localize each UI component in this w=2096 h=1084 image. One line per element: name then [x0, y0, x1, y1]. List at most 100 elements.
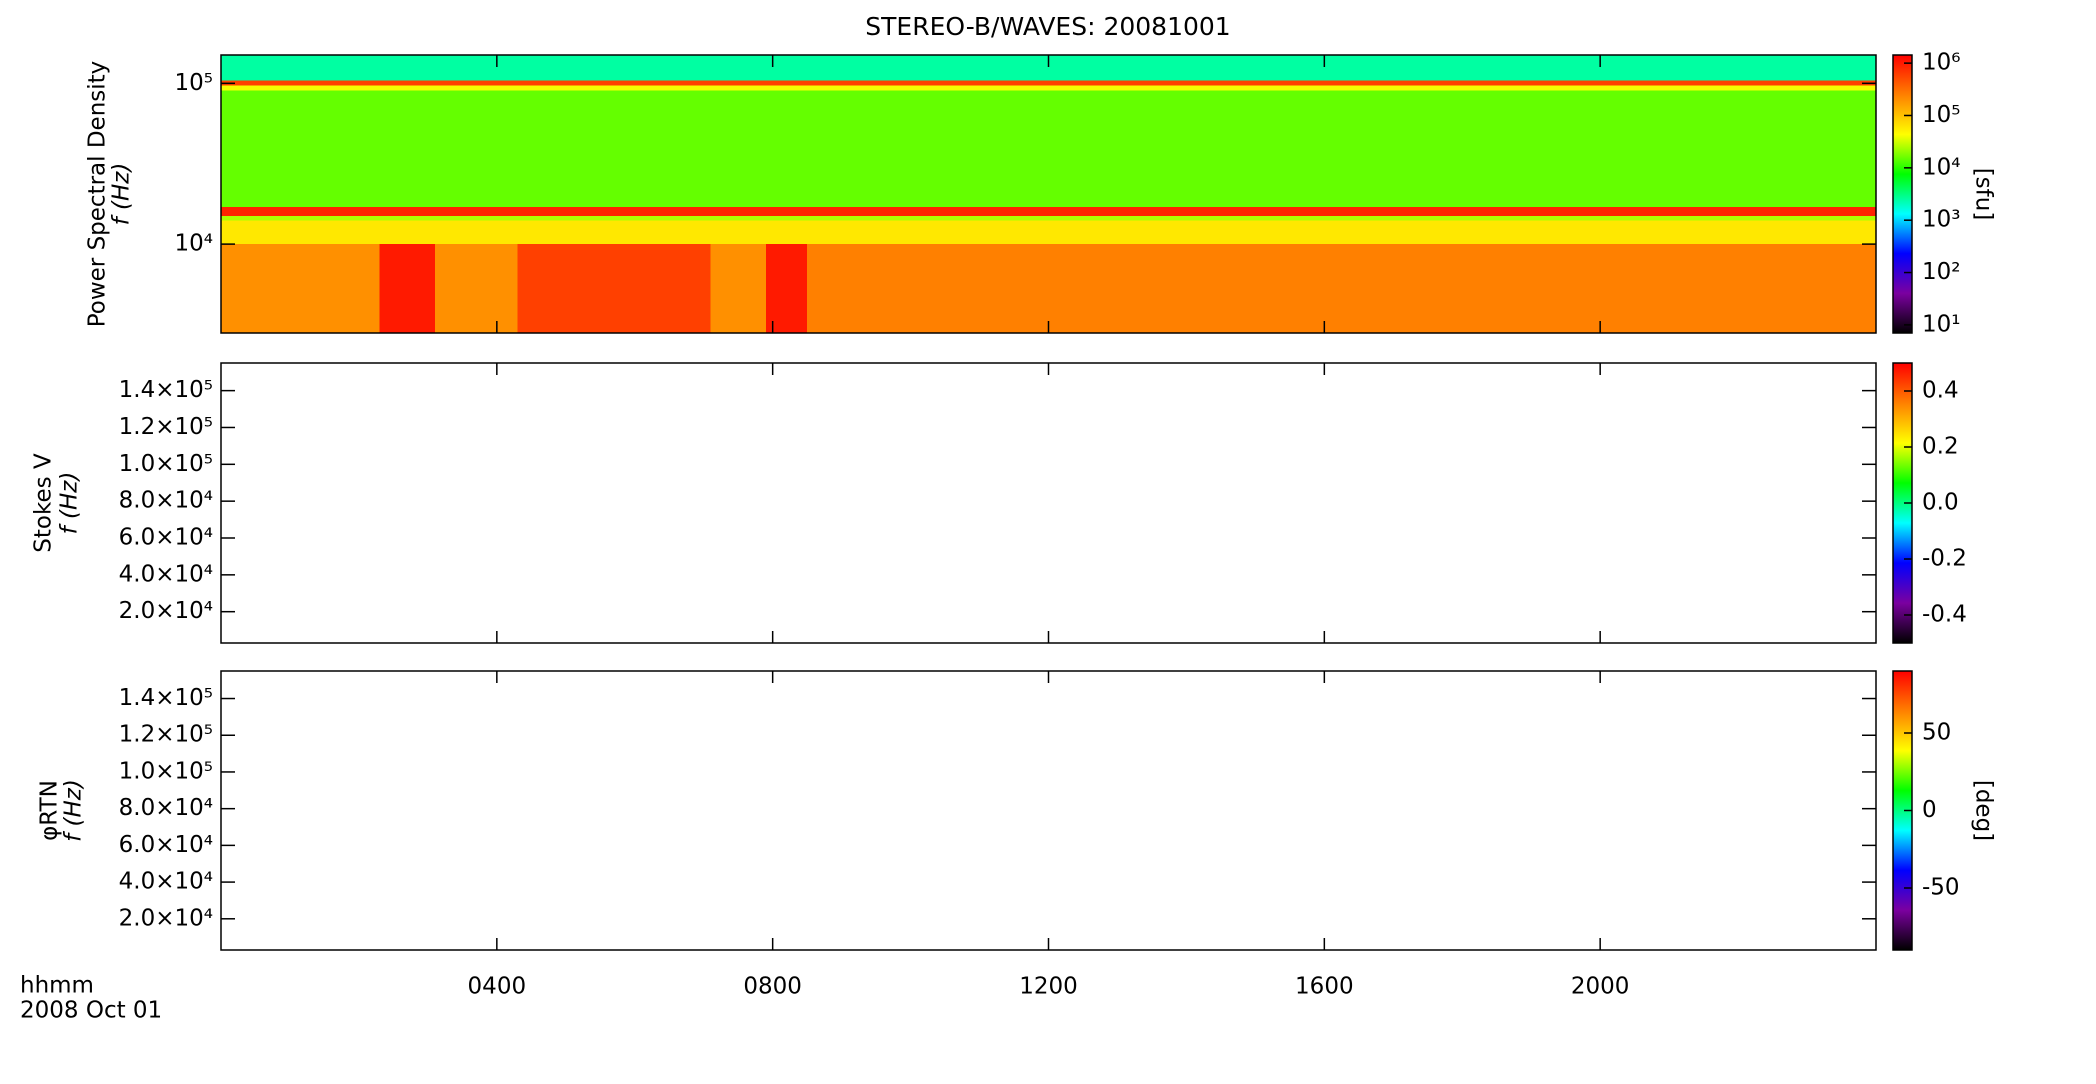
x-tick-label: 2000: [1571, 974, 1630, 1000]
plot-frame: [220, 670, 1877, 951]
y-tick-label: 6.0×10⁴: [119, 832, 213, 858]
heatmap-cell: [221, 55, 380, 81]
y-tick-label: 1.4×10⁵: [119, 377, 213, 403]
y-axis-label: φRTN: [37, 780, 63, 841]
y-tick-label: 1.2×10⁵: [119, 414, 213, 440]
heatmap-cell: [379, 85, 435, 91]
heatmap-cell: [221, 90, 380, 208]
heatmap-cell: [434, 207, 518, 216]
y-tick-label: 8.0×10⁴: [119, 488, 213, 514]
heatmap-cell: [379, 215, 435, 221]
heatmap-cell: [765, 207, 808, 216]
colorbar-tick-label: 0.0: [1922, 490, 1959, 516]
heatmap-cell: [517, 85, 711, 91]
y-tick-label: 1.4×10⁵: [119, 685, 213, 711]
y-tick-label: 10⁴: [175, 231, 214, 257]
y-tick-label: 10⁵: [175, 70, 214, 96]
heatmap-cell: [221, 207, 380, 216]
heatmap-cell: [807, 55, 1877, 81]
heatmap-cell: [807, 244, 1877, 333]
heatmap-cell: [517, 220, 711, 245]
heatmap-cell: [517, 244, 711, 333]
heatmap-cell: [379, 207, 435, 216]
date-label: 2008 Oct 01: [20, 998, 162, 1024]
heatmap-cell: [221, 220, 380, 245]
heatmap-cell: [710, 244, 766, 333]
heatmap-cell: [379, 55, 435, 81]
heatmap-cell: [765, 244, 808, 333]
x-axis-label: hhmm: [20, 973, 94, 999]
x-tick-label: 1200: [1019, 974, 1078, 1000]
colorbar: [1892, 54, 1913, 334]
heatmap-cell: [765, 85, 808, 91]
y-tick-label: 2.0×10⁴: [119, 905, 213, 931]
colorbar-tick-label: 10²: [1922, 259, 1961, 285]
colorbar-label: [deg]: [1971, 780, 1997, 841]
heatmap-cell: [221, 244, 380, 333]
heatmap-cell: [434, 215, 518, 221]
colorbar-label: [sfu]: [1971, 168, 1997, 221]
heatmap-cell: [434, 55, 518, 81]
x-tick-label: 0400: [468, 974, 527, 1000]
heatmap-cell: [434, 80, 518, 86]
heatmap-cell: [807, 85, 1877, 91]
colorbar-tick-label: 10¹: [1922, 311, 1961, 337]
colorbar-tick-label: -50: [1922, 875, 1960, 901]
heatmap-cell: [517, 207, 711, 216]
colorbar-tick-label: 0.4: [1922, 378, 1959, 404]
heatmap-cell: [434, 90, 518, 208]
heatmap-cell: [710, 55, 766, 81]
heatmap-cell: [379, 220, 435, 245]
colorbar-tick-label: 0.2: [1922, 434, 1959, 460]
y-tick-label: 4.0×10⁴: [119, 561, 213, 587]
y-tick-label: 1.2×10⁵: [119, 722, 213, 748]
y-axis-label: Stokes V: [31, 453, 57, 553]
y-tick-label: 2.0×10⁴: [119, 598, 213, 624]
y-tick-label: 1.0×10⁵: [119, 758, 213, 784]
y-axis-label: f (Hz): [109, 163, 135, 226]
y-axis-label: f (Hz): [57, 472, 83, 535]
heatmap-cell: [221, 80, 380, 86]
heatmap-cell: [434, 244, 518, 333]
colorbar-tick-label: 10⁵: [1922, 102, 1961, 128]
heatmap-cell: [434, 220, 518, 245]
heatmap-cell: [710, 90, 766, 208]
heatmap-cell: [765, 215, 808, 221]
heatmap-cell: [517, 55, 711, 81]
heatmap-cell: [434, 85, 518, 91]
heatmap-cell: [379, 90, 435, 208]
heatmap-cell: [710, 85, 766, 91]
colorbar-tick-label: 0: [1922, 797, 1937, 823]
colorbar-tick-label: -0.2: [1922, 546, 1967, 572]
heatmap-cell: [765, 80, 808, 86]
heatmap-cell: [807, 80, 1877, 86]
heatmap-cell: [517, 80, 711, 86]
heatmap-cell: [807, 215, 1877, 221]
y-tick-label: 6.0×10⁴: [119, 525, 213, 551]
y-axis-label: f (Hz): [61, 779, 87, 842]
heatmap-cell: [765, 220, 808, 245]
colorbar-tick-label: 50: [1922, 720, 1951, 746]
y-tick-label: 8.0×10⁴: [119, 795, 213, 821]
colorbar-tick-label: 10⁴: [1922, 154, 1961, 180]
y-tick-label: 1.0×10⁵: [119, 451, 213, 477]
heatmap-cell: [807, 207, 1877, 216]
heatmap-cell: [379, 244, 435, 333]
heatmap-cell: [765, 90, 808, 208]
heatmap-cell: [221, 85, 380, 91]
plot-frame: [220, 362, 1877, 644]
heatmap-cell: [710, 80, 766, 86]
heatmap-cell: [710, 215, 766, 221]
heatmap-cell: [807, 220, 1877, 245]
figure-title: STEREO-B/WAVES: 20081001: [865, 12, 1230, 41]
heatmap-cell: [710, 207, 766, 216]
x-tick-label: 1600: [1295, 974, 1354, 1000]
colorbar-tick-label: 10³: [1922, 207, 1961, 233]
y-tick-label: 4.0×10⁴: [119, 869, 213, 895]
heatmap-cell: [807, 90, 1877, 208]
heatmap-cell: [517, 90, 711, 208]
x-tick-label: 0800: [743, 974, 802, 1000]
heatmap-cell: [517, 215, 711, 221]
